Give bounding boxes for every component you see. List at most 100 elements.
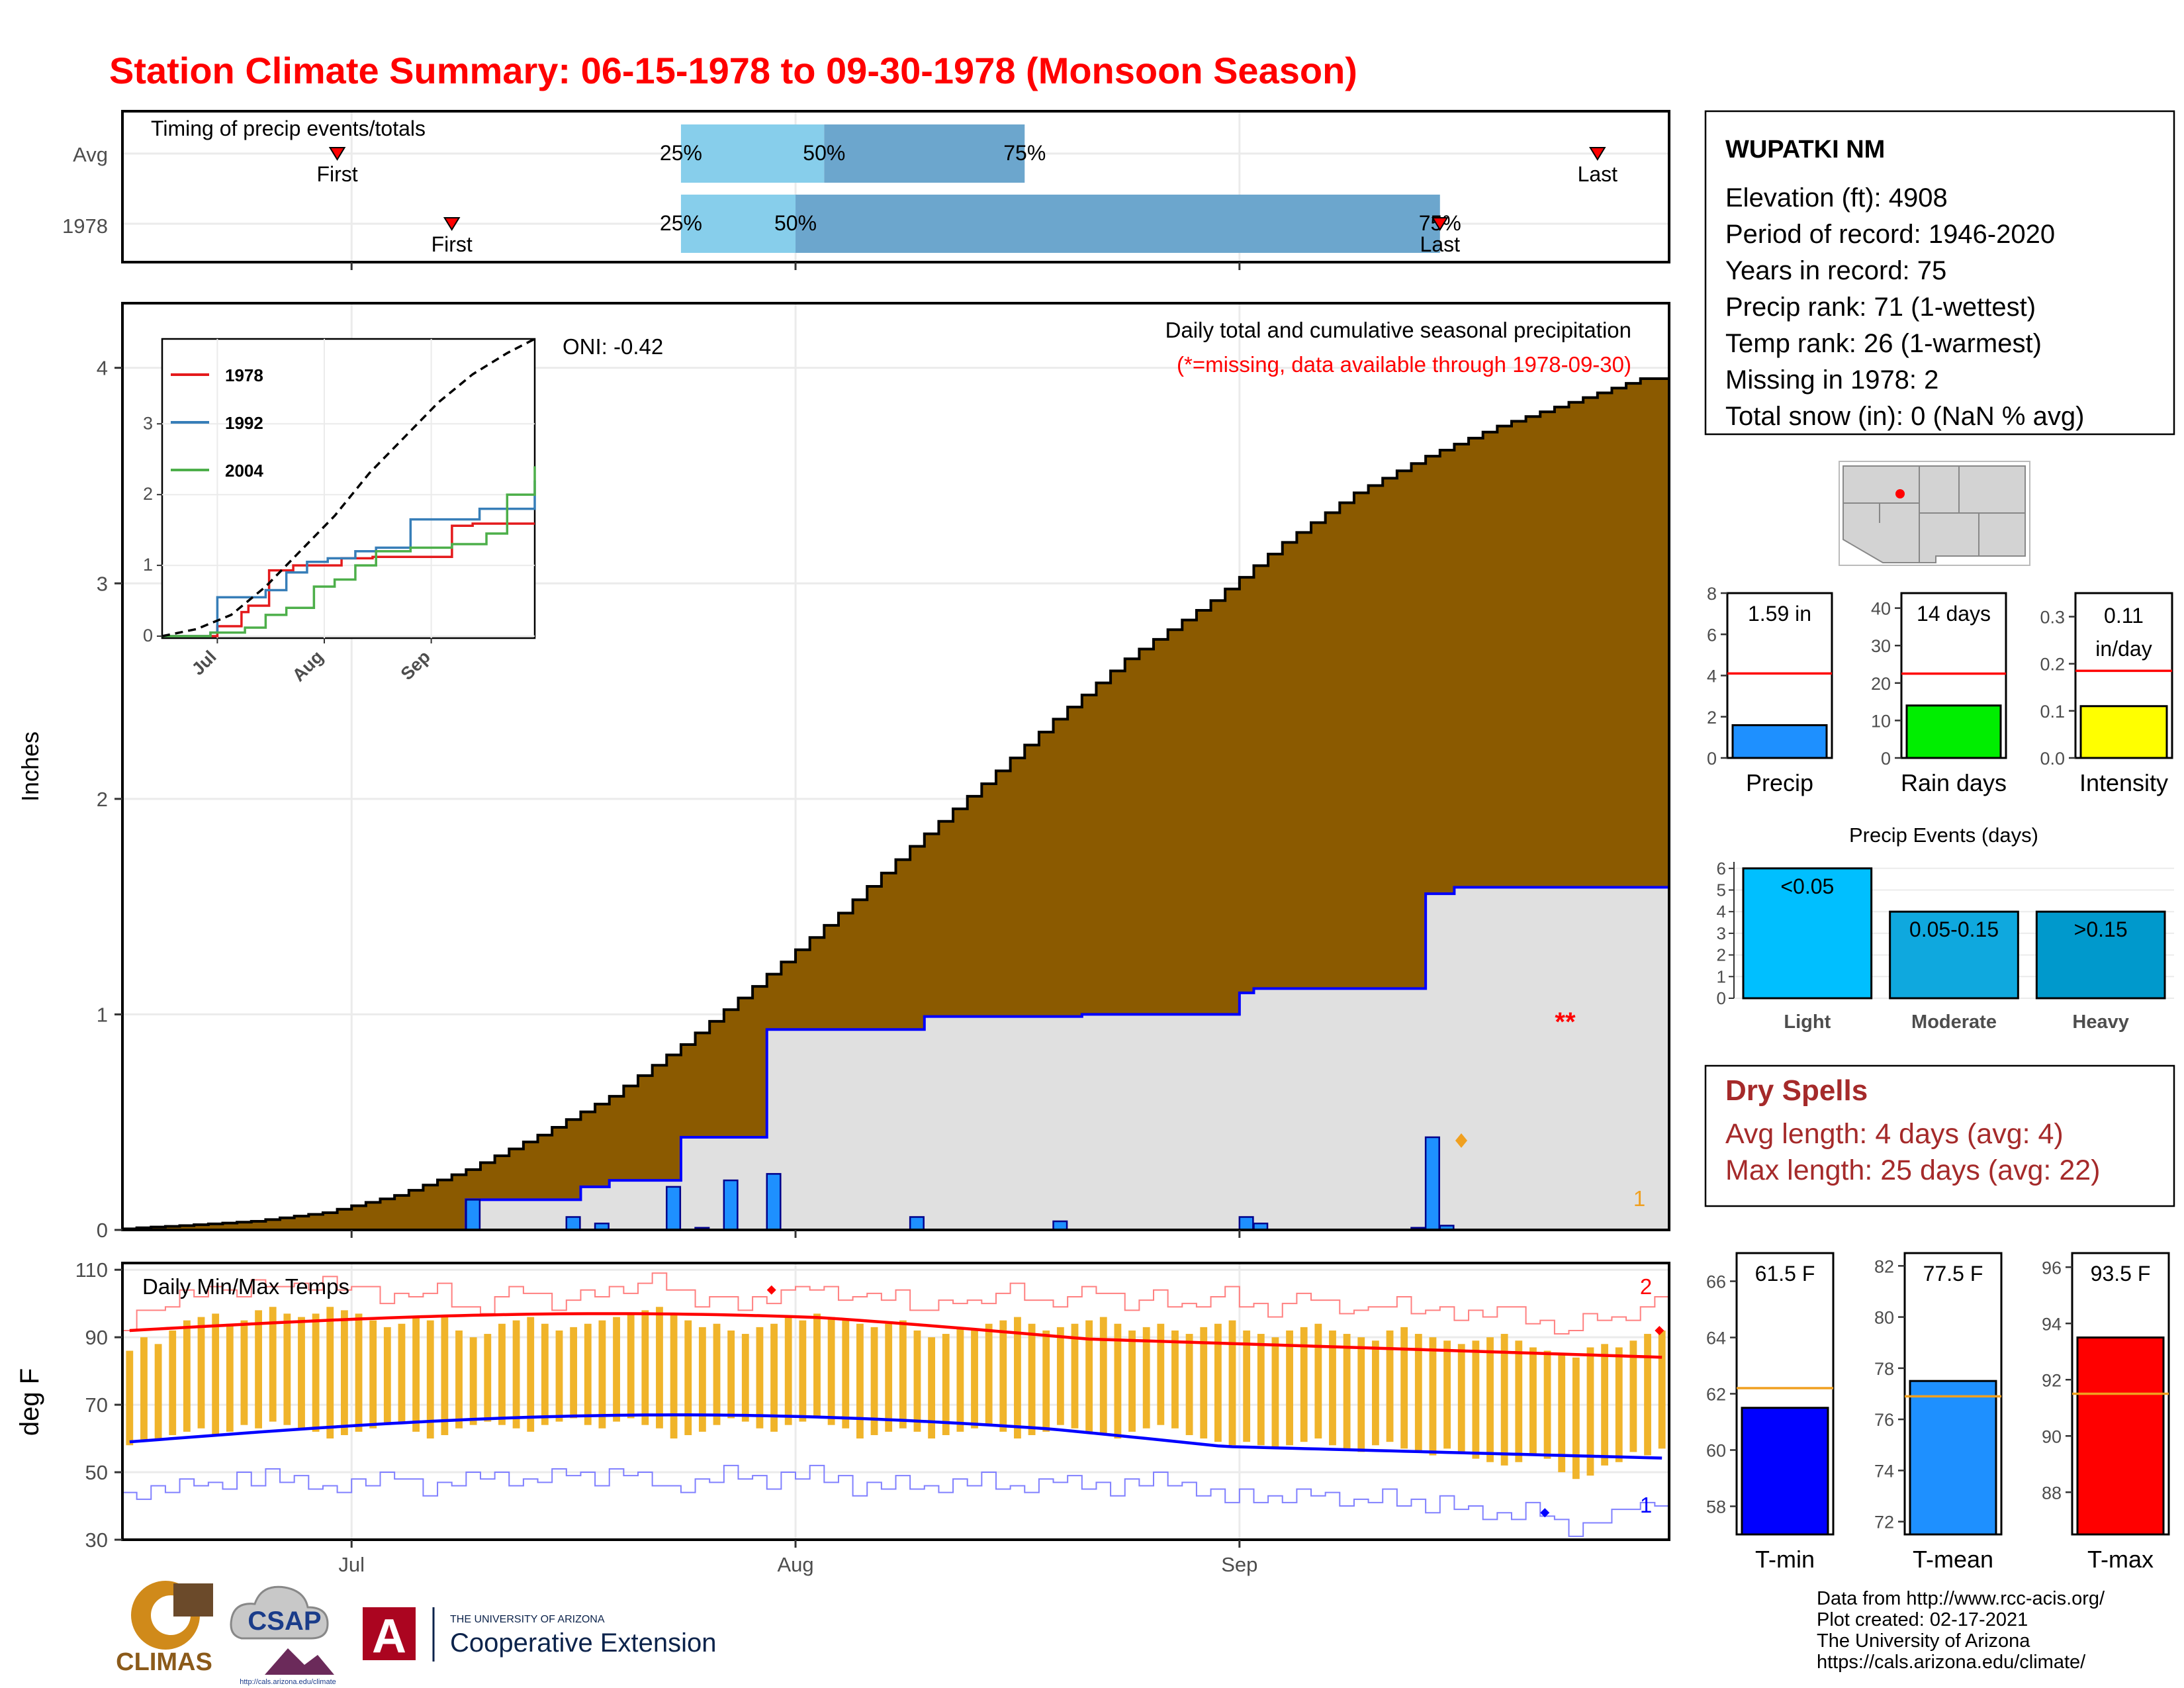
avg-tmin-line [129,1413,1662,1460]
mini-intensity-ytick-label-3: 0.3 [2040,608,2065,628]
ua-block-a-icon [363,1607,416,1660]
daily-temp-range-bar [1386,1330,1394,1442]
daily-temp-range-bar [756,1327,764,1429]
precip-ytick-label-1: 1 [97,1003,108,1026]
daily-temp-range-bar [1214,1323,1222,1442]
mini-tmean-value-label: 77.5 F [1923,1262,1983,1286]
daily-temp-range-bar [484,1334,492,1422]
timing-bar-q2-1 [796,195,1440,253]
csap-wordmark: CSAP [248,1607,321,1636]
temp-ytick-label-4: 110 [75,1258,108,1282]
events-bar [2035,910,2166,1000]
daily-temp-range-bar [1329,1330,1336,1446]
mini-intensity-value-label: 0.11 [2104,604,2144,628]
events-bar-label: 0.05-0.15 [1909,917,1999,941]
daily-temp-range-bar [355,1313,363,1432]
daily-temp-range-bar [1414,1334,1422,1452]
daily-temp-range-bar [1014,1317,1021,1439]
inset-gridlines [162,339,535,638]
daily-temp-range-bar [1056,1327,1064,1425]
daily-temp-range-bar [269,1307,277,1422]
daily-temp-range-bar [498,1323,506,1425]
daily-temp-range-bar [441,1317,449,1435]
mini-tmean-ytick-label-2: 76 [1874,1410,1894,1430]
daily-temp-range-bar [1586,1347,1594,1476]
precip-panel: 0 1 2 3 4 Inches Daily total and cumulative … [17,302,1670,1242]
dry-spells-avg: Avg length: 4 days (avg: 4) [1725,1118,2064,1150]
mini-intensity-category-label: Intensity [2079,769,2168,796]
timing-bar-q1-1 [680,195,796,253]
mini-tmean-ytick-label-0: 72 [1874,1513,1894,1532]
mini-tmin-ytick-label-1: 60 [1706,1441,1726,1461]
daily-temp-range-bar [455,1330,463,1429]
daily-temp-range-bar [398,1323,406,1422]
record-high-marker-icon [766,1285,776,1295]
daily-temp-range-bar [913,1330,921,1432]
footer-data-source: Data from http://www.rcc-acis.org/ [1817,1588,2105,1609]
daily-temp-range-bar [183,1320,191,1432]
ua-extension: Cooperative Extension [450,1628,716,1658]
daily-temp-range-bar [656,1307,663,1429]
daily-temp-range-bar [885,1323,893,1432]
daily-temp-range-bar [1658,1330,1666,1449]
daily-temp-range-bar [1128,1330,1136,1432]
mini-tmax-value-label: 93.5 F [2091,1262,2151,1286]
events-bar-label: <0.05 [1780,874,1834,898]
daily-temp-range-bar [240,1320,248,1425]
temp-ytick-label-2: 70 [85,1393,108,1417]
oni-value: ONI: -0.42 [563,334,663,359]
footer-url: https://cals.arizona.edu/climate/ [1817,1652,2086,1673]
daily-temp-range-bar [1099,1317,1107,1435]
state-borders [1843,466,2025,563]
mini-intensity-ytick-label-1: 0.1 [2040,702,2065,722]
station-name: WUPATKI NM [1725,136,1885,164]
mini-tmin-category-label: T-min [1755,1546,1815,1573]
mini-tmean-ytick-label-5: 82 [1874,1256,1894,1276]
daily-precip-bar [766,1173,782,1231]
daily-temp-range-bar [383,1327,391,1425]
daily-temp-range-bar [698,1327,706,1432]
daily-temp-range-bar [469,1337,477,1425]
tmin-chart: 58 60 62 64 66 61.5 F T-min [1706,1252,1835,1573]
timing-p50-label-0: 50% [803,141,845,165]
precip-y-axis-label: Inches [17,731,44,802]
daily-temp-range-bar [126,1350,134,1446]
daily-temp-range-bar [1071,1323,1079,1429]
daily-temp-range-bar [1572,1357,1580,1479]
daily-precip-bar [909,1216,925,1231]
daily-temp-range-bar [956,1327,964,1432]
record-high-line [122,1272,1669,1335]
daily-temp-range-bar [541,1323,549,1425]
daily-temp-range-bar [1185,1334,1193,1435]
daily-temp-range-bar [1271,1337,1279,1449]
mini-tmean-category-label: T-mean [1913,1546,1993,1573]
timing-bar-q1-0 [680,124,825,183]
inset-legend: 1978 1992 2004 [171,365,263,481]
daily-temp-range-bar [512,1320,520,1429]
precip-y-axis-ticks: 0 1 2 3 4 [97,357,122,1242]
station-location-dot [1895,489,1905,498]
timing-bar-q2-0 [824,124,1025,183]
mini-raindays-ytick-label-4: 40 [1871,599,1891,619]
daily-temp-range-bar [1429,1337,1437,1456]
temp-y-axis-ticks: 30 50 70 90 110 [75,1258,122,1552]
inset-series-line-2004 [162,466,536,637]
daily-temp-range-bar [641,1310,649,1425]
missing-data-note: (*=missing, data available through 1978-… [1177,352,1631,377]
daily-temp-range-bar [1300,1327,1308,1442]
mini-tmax-ytick-label-0: 88 [2042,1483,2062,1503]
last-event-marker-icon-1 [1431,217,1449,231]
timing-row-label-avg: Avg [73,143,108,166]
mini-tmean-ytick-label-1: 74 [1874,1461,1894,1481]
timing-row-label-1978: 1978 [62,214,108,238]
precip-ytick-label-2: 2 [97,788,108,811]
daily-temp-range-bar [154,1344,162,1439]
avg-tmax-line [129,1312,1662,1359]
events-bar-label: >0.15 [2074,917,2128,941]
daily-temp-range-bar [140,1337,148,1442]
mini-tmin-ytick-label-4: 66 [1706,1272,1726,1292]
inset-series-lines [161,338,536,637]
daily-temp-range-bar [1028,1323,1036,1435]
temp-y-axis-label: deg F [15,1368,44,1436]
